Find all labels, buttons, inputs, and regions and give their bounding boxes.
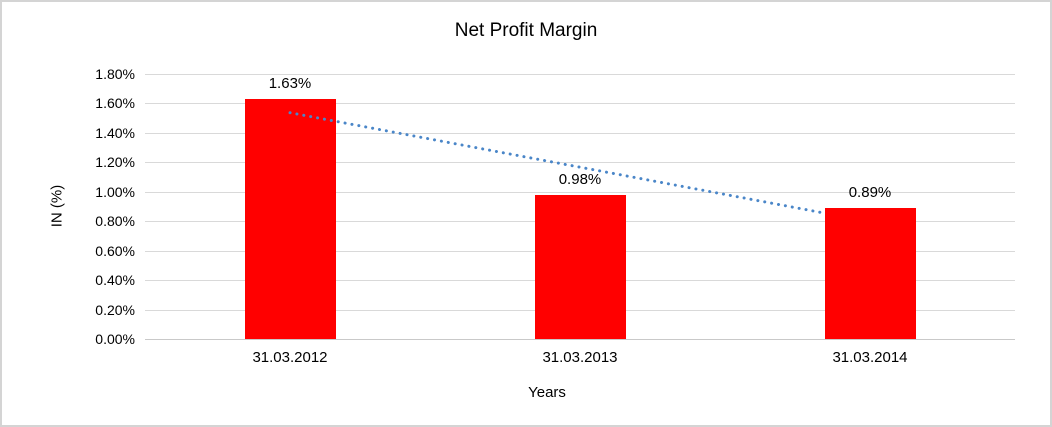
x-tick-label: 31.03.2014: [832, 349, 908, 366]
y-tick-label: 0.20%: [95, 301, 135, 318]
y-tick-label: 1.40%: [95, 124, 135, 141]
y-tick-label: 0.00%: [95, 331, 135, 347]
x-axis-title: Years: [528, 384, 566, 401]
bar-31.03.2013: [534, 194, 626, 339]
y-tick-label: 0.60%: [95, 242, 135, 259]
y-tick-label: 1.60%: [95, 95, 135, 112]
y-tick-label: 1.20%: [95, 154, 135, 171]
y-tick-label: 0.80%: [95, 213, 135, 230]
gridline: [145, 339, 1015, 340]
y-tick-label: 1.00%: [95, 183, 135, 200]
y-tick-label: 1.80%: [95, 66, 135, 82]
data-label: 1.63%: [268, 75, 312, 93]
gridline: [145, 103, 1015, 105]
data-label: 0.98%: [558, 170, 602, 188]
x-tick-label: 31.03.2012: [252, 349, 328, 366]
bar-31.03.2014: [824, 207, 916, 339]
x-tick-label: 31.03.2013: [542, 349, 618, 366]
data-label: 0.89%: [848, 183, 892, 201]
chart-title: Net Profit Margin: [454, 20, 598, 41]
gridline: [145, 74, 1015, 75]
y-tick-label: 0.40%: [95, 272, 135, 289]
bar-31.03.2012: [244, 99, 336, 339]
